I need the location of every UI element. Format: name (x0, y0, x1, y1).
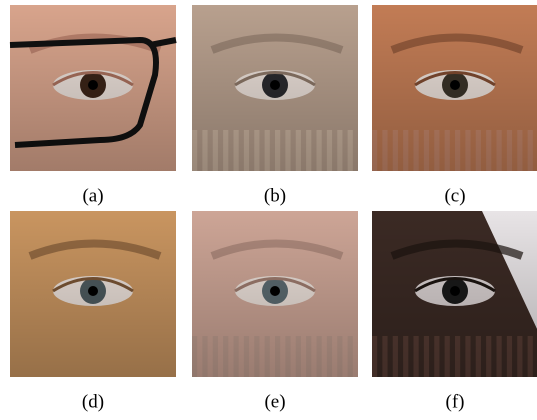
panel-label: (d) (82, 391, 104, 412)
photo-shade (10, 211, 176, 377)
figure: (a) (b) (c) (d) (e) (f) (0, 0, 537, 420)
photo (372, 211, 537, 377)
photo-shade (372, 211, 537, 377)
photo-shade (10, 5, 176, 171)
photo (192, 211, 358, 377)
photo (192, 5, 358, 171)
photo-shade (192, 5, 358, 171)
panel-label: (a) (82, 185, 103, 206)
panel-label: (f) (446, 391, 465, 412)
panel-label: (e) (264, 391, 285, 412)
photo-shade (192, 211, 358, 377)
photo (10, 211, 176, 377)
panel-label: (b) (264, 185, 286, 206)
photo (10, 5, 176, 171)
photo (372, 5, 537, 171)
panel-label: (c) (444, 185, 465, 206)
photo-shade (372, 5, 537, 171)
page: (a)(b)(c)(d)(e)(f) (() => { const data =… (0, 0, 537, 420)
